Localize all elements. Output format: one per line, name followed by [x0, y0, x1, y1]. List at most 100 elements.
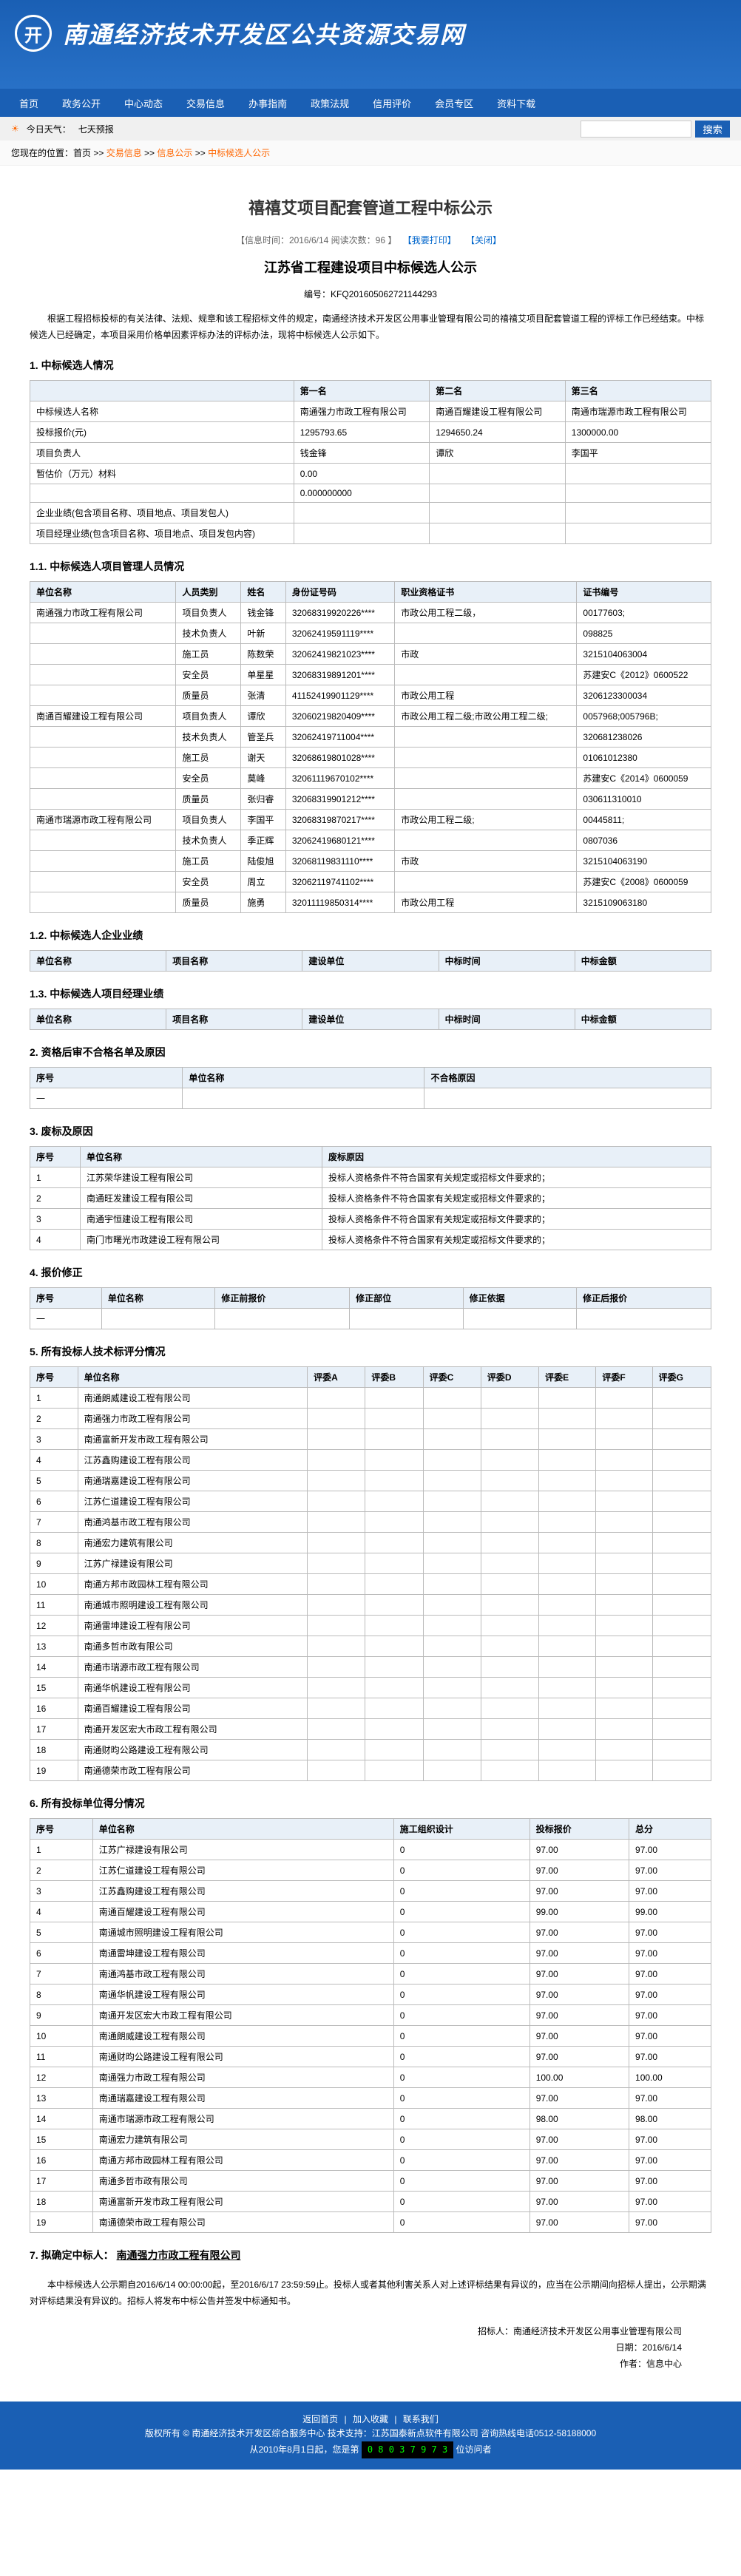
table-cell: 南通鸿基市政工程有限公司 — [78, 1512, 307, 1533]
close-link[interactable]: 【关闭】 — [466, 235, 501, 245]
table-row: 质量员张清41152419901129****市政公用工程32061233000… — [30, 685, 711, 706]
table-cell: 17 — [30, 2171, 93, 2192]
table-cell — [481, 1491, 538, 1512]
table-cell: 叶新 — [241, 623, 286, 644]
breadcrumb-link[interactable]: 信息公示 — [157, 148, 192, 158]
table-cell — [308, 1409, 365, 1429]
table-cell: 6 — [30, 1943, 93, 1964]
table-cell: 南门市曙光市政建设工程有限公司 — [81, 1230, 322, 1250]
table-cell: 99.00 — [629, 1902, 711, 1922]
table-cell: 98.00 — [529, 2109, 629, 2129]
table-cell — [308, 1574, 365, 1595]
table-row: 中标候选人名称南通强力市政工程有限公司南通百耀建设工程有限公司南通市瑞源市政工程… — [30, 401, 711, 422]
table-header: 单位名称 — [30, 582, 176, 603]
forecast-link[interactable]: 七天预报 — [78, 123, 114, 135]
table-cell — [30, 851, 176, 872]
search-input[interactable] — [581, 121, 691, 138]
breadcrumb-link[interactable]: 中标候选人公示 — [208, 148, 270, 158]
nav-item[interactable]: 政务公开 — [50, 89, 112, 118]
nav-item[interactable]: 交易信息 — [175, 89, 237, 118]
table-row: 技术负责人叶新32062419591119****098825 — [30, 623, 711, 644]
table-cell: 098825 — [577, 623, 711, 644]
table-cell: 97.00 — [629, 1922, 711, 1943]
section-title: 1. 中标候选人情况 — [30, 358, 711, 373]
table-cell — [596, 1533, 652, 1553]
table-cell: 2 — [30, 1409, 78, 1429]
table-cell: 南通朗威建设工程有限公司 — [78, 1388, 307, 1409]
table-cell: 一 — [30, 1088, 183, 1109]
table-cell — [308, 1698, 365, 1719]
table-cell — [365, 1409, 423, 1429]
print-link[interactable]: 【我要打印】 — [403, 235, 456, 245]
table-header: 证书编号 — [577, 582, 711, 603]
table-cell — [596, 1429, 652, 1450]
table-cell: 南通德荣市政工程有限公司 — [92, 2212, 393, 2233]
table-cell: 0.000000000 — [294, 484, 430, 503]
nav-item[interactable]: 信用评价 — [361, 89, 423, 118]
nav-item[interactable]: 政策法规 — [299, 89, 361, 118]
table-cell: 施工员 — [176, 644, 241, 665]
table-cell — [423, 1595, 481, 1616]
weather-icon: ☀ — [11, 123, 19, 134]
table-cell: 江苏仁道建设工程有限公司 — [92, 1860, 393, 1881]
table-cell — [183, 1088, 424, 1109]
table-cell — [30, 748, 176, 768]
table-header: 第三名 — [565, 381, 711, 401]
table-total-score: 序号单位名称施工组织设计投标报价总分1江苏广禄建设有限公司097.0097.00… — [30, 1818, 711, 2233]
table-cell: 32062119741102**** — [285, 872, 394, 892]
table-row: 1江苏广禄建设有限公司097.0097.00 — [30, 1840, 711, 1860]
weather-label: 今日天气： — [27, 123, 71, 135]
footer-link[interactable]: 联系我们 — [403, 2414, 439, 2424]
table-cell: 李国平 — [565, 443, 711, 464]
table-cell: 技术负责人 — [176, 830, 241, 851]
table-cell: 施勇 — [241, 892, 286, 913]
table-cell: 19 — [30, 2212, 93, 2233]
nav-item[interactable]: 办事指南 — [237, 89, 299, 118]
search-button[interactable]: 搜索 — [695, 121, 730, 138]
table-header: 废标原因 — [322, 1147, 711, 1167]
table-cell: 投标人资格条件不符合国家有关规定或招标文件要求的； — [322, 1209, 711, 1230]
table-cell: 南通百耀建设工程有限公司 — [92, 1902, 393, 1922]
table-cell — [652, 1595, 711, 1616]
breadcrumb-home[interactable]: 您现在的位置：首页 — [11, 148, 91, 158]
nav-item[interactable]: 资料下载 — [485, 89, 547, 118]
table-cell — [365, 1740, 423, 1760]
table-cell: 南通雷坤建设工程有限公司 — [78, 1616, 307, 1636]
footer-link[interactable]: 返回首页 — [302, 2414, 338, 2424]
table-cell — [395, 872, 577, 892]
table-row: 质量员张归睿32068319901212****030611310010 — [30, 789, 711, 810]
table-cell: 97.00 — [629, 2150, 711, 2171]
table-header: 评委B — [365, 1367, 423, 1388]
table-cell: 3206123300034 — [577, 685, 711, 706]
table-cell: 南通市瑞源市政工程有限公司 — [565, 401, 711, 422]
table-cell — [596, 1512, 652, 1533]
table-header: 修正后报价 — [577, 1288, 711, 1309]
table-cell: 97.00 — [529, 2171, 629, 2192]
table-row: 企业业绩(包含项目名称、项目地点、项目发包人) — [30, 503, 711, 523]
table-row: 9江苏广禄建设有限公司 — [30, 1553, 711, 1574]
table-cell — [294, 503, 430, 523]
breadcrumb-link[interactable]: 交易信息 — [106, 148, 142, 158]
table-header: 修正依据 — [463, 1288, 577, 1309]
table-cell: 0 — [393, 2005, 529, 2026]
nav-item[interactable]: 中心动态 — [112, 89, 175, 118]
table-cell — [423, 1491, 481, 1512]
signature-org: 招标人：南通经济技术开发区公用事业管理有限公司 — [59, 2324, 682, 2340]
section-title: 6. 所有投标单位得分情况 — [30, 1796, 711, 1811]
table-cell — [481, 1574, 538, 1595]
table-row: 12南通强力市政工程有限公司0100.00100.00 — [30, 2067, 711, 2088]
table-row: 7南通鸿基市政工程有限公司097.0097.00 — [30, 1964, 711, 1984]
table-cell: 0.00 — [294, 464, 430, 484]
table-cell — [365, 1553, 423, 1574]
footer-link[interactable]: 加入收藏 — [353, 2414, 388, 2424]
table-cell — [481, 1388, 538, 1409]
nav-item[interactable]: 会员专区 — [423, 89, 485, 118]
table-cell: 苏建安C《2008》0600059 — [577, 872, 711, 892]
table-cell: 市政公用工程二级;市政公用工程二级; — [395, 706, 577, 727]
nav-item[interactable]: 首页 — [7, 89, 50, 118]
table-cell: 97.00 — [629, 1860, 711, 1881]
table-cell — [596, 1491, 652, 1512]
table-header: 单位名称 — [78, 1367, 307, 1388]
table-cell — [365, 1698, 423, 1719]
table-cell — [424, 1088, 711, 1109]
